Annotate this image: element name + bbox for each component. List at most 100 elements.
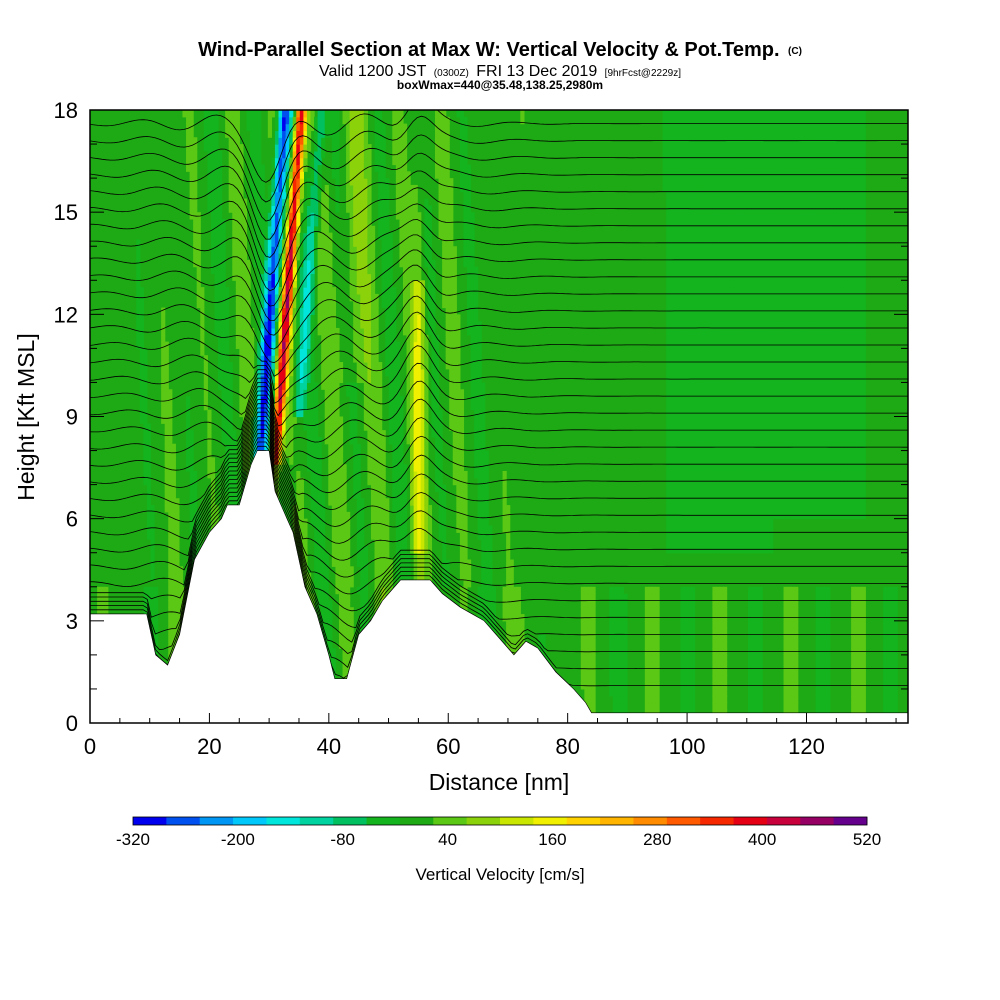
velocity-cell [335, 552, 340, 561]
velocity-cell [221, 287, 226, 295]
velocity-cell [463, 505, 468, 513]
velocity-cell [246, 116, 251, 125]
velocity-cell [314, 130, 319, 138]
velocity-cell [367, 164, 372, 172]
velocity-cell [289, 293, 294, 302]
velocity-cell [292, 280, 297, 288]
velocity-cell [388, 232, 393, 241]
velocity-cell [257, 416, 262, 424]
velocity-cell [356, 191, 361, 200]
velocity-cell [381, 178, 386, 186]
velocity-cell [146, 464, 152, 472]
velocity-cell [331, 532, 336, 540]
velocity-cell [363, 212, 369, 220]
velocity-cell [402, 532, 408, 540]
velocity-cell [691, 450, 696, 458]
velocity-cell [363, 566, 369, 574]
velocity-cell [335, 375, 340, 384]
velocity-cell [363, 150, 369, 159]
velocity-cell [591, 600, 596, 608]
velocity-cell [687, 382, 692, 390]
velocity-cell [395, 484, 401, 493]
velocity-cell [317, 314, 322, 322]
velocity-cell [299, 130, 304, 138]
velocity-cell [623, 607, 628, 615]
velocity-cell [683, 423, 689, 431]
velocity-cell [669, 355, 674, 363]
velocity-cell [463, 511, 468, 520]
velocity-cell [257, 300, 262, 309]
velocity-cell [413, 191, 418, 200]
velocity-cell [666, 246, 671, 254]
velocity-cell [353, 123, 358, 132]
velocity-cell [420, 566, 425, 574]
velocity-cell [477, 375, 482, 384]
velocity-cell [242, 355, 248, 363]
velocity-cell [449, 259, 454, 268]
velocity-cell [374, 382, 379, 390]
velocity-cell [374, 321, 379, 329]
velocity-cell [395, 191, 401, 200]
velocity-cell [381, 184, 386, 193]
velocity-cell [324, 416, 329, 424]
velocity-cell [666, 416, 671, 424]
velocity-cell [666, 198, 671, 206]
velocity-cell [381, 164, 386, 172]
velocity-cell [267, 212, 272, 220]
velocity-cell [680, 123, 685, 132]
velocity-cell [232, 164, 237, 172]
velocity-cell [438, 116, 443, 125]
velocity-cell [189, 532, 194, 540]
velocity-cell [349, 654, 354, 663]
velocity-cell [491, 620, 497, 629]
velocity-cell [349, 144, 354, 152]
velocity-cell [655, 593, 660, 601]
velocity-cell [484, 477, 489, 486]
velocity-cell [242, 273, 248, 281]
velocity-cell [146, 457, 152, 465]
velocity-cell [260, 375, 265, 384]
velocity-cell [406, 327, 411, 336]
velocity-cell [164, 402, 169, 411]
velocity-cell [356, 184, 361, 193]
velocity-cell [417, 287, 422, 295]
velocity-cell [278, 137, 283, 145]
velocity-cell [673, 300, 678, 309]
velocity-cell [669, 198, 674, 206]
velocity-cell [687, 314, 692, 322]
velocity-cell [193, 246, 198, 254]
velocity-cell [228, 130, 233, 138]
velocity-cell [296, 348, 301, 356]
velocity-cell [687, 355, 692, 363]
velocity-cell [267, 314, 272, 322]
velocity-cell [438, 511, 443, 520]
velocity-cell [189, 123, 194, 132]
velocity-cell [687, 436, 692, 445]
velocity-cell [388, 348, 393, 356]
velocity-cell [434, 389, 440, 397]
velocity-cell [331, 123, 336, 132]
velocity-cell [331, 559, 336, 567]
velocity-cell [452, 280, 457, 288]
velocity-cell [278, 246, 283, 254]
velocity-cell [221, 382, 226, 390]
velocity-cell [470, 259, 475, 268]
velocity-cell [434, 368, 440, 377]
velocity-cell [591, 702, 596, 710]
velocity-cell [271, 253, 276, 261]
velocity-cell [402, 545, 408, 554]
velocity-cell [292, 198, 297, 206]
velocity-cell [470, 293, 475, 302]
velocity-cell [474, 443, 479, 452]
velocity-cell [406, 552, 411, 561]
velocity-cell [434, 164, 440, 172]
velocity-cell [150, 545, 155, 554]
velocity-cell [310, 430, 315, 438]
velocity-cell [445, 191, 450, 200]
velocity-cell [691, 436, 696, 445]
velocity-cell [691, 198, 696, 206]
velocity-cell [207, 436, 212, 445]
velocity-cell [410, 525, 415, 533]
velocity-cell [680, 688, 685, 697]
velocity-cell [449, 355, 454, 363]
